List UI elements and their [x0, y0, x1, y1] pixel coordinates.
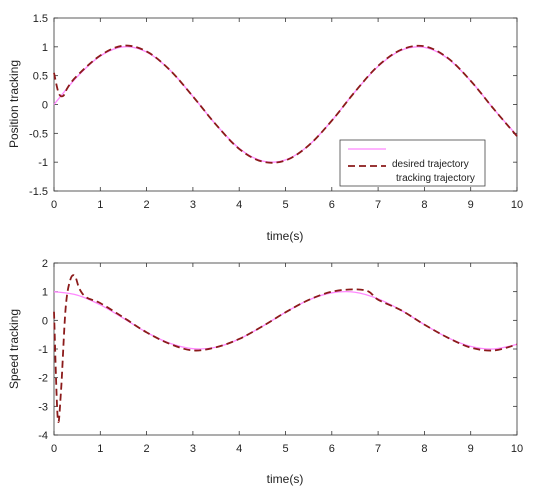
- speed-x-tick-label: 7: [375, 443, 381, 455]
- position-x-tick-label: 5: [282, 199, 288, 211]
- legend-tracking-label: tracking trajectory: [396, 173, 475, 184]
- position-x-tick-label: 7: [375, 199, 381, 211]
- speed-x-tick-label: 10: [511, 443, 523, 455]
- speed-y-tick-label: -1: [38, 344, 48, 356]
- legend-box: [339, 139, 486, 187]
- speed-chart: 0 1 2 3 4 5 6 7 8 9 10 -4 -3 -2 -1 0 1 2 time(s) Speed tr…: [7, 258, 523, 486]
- speed-x-tick-label: 5: [282, 443, 288, 455]
- speed-x-tick-label: 2: [144, 443, 150, 455]
- speed-y-tick-label: -4: [38, 430, 48, 442]
- speed-series: [53, 274, 518, 423]
- position-x-tick-label: 8: [421, 199, 427, 211]
- position-y-tick-label: 0: [42, 100, 48, 112]
- legend: desired trajectory tracking trajectory: [339, 139, 486, 187]
- speed-y-tick-label: 0: [42, 315, 48, 327]
- position-x-tick-label: 9: [468, 199, 474, 211]
- position-series: [53, 44, 518, 164]
- speed-y-axis-label: Speed tracking: [7, 309, 21, 389]
- position-y-axis-label: Position tracking: [7, 60, 21, 148]
- speed-x-tick-label: 3: [190, 443, 196, 455]
- position-chart: 0 1 2 3 4 5 6 7 8 9 10 -1.5 -1 -0.5 0 0.5 1 1.5 time(s) P…: [7, 13, 523, 243]
- position-y-tick-label: 0.5: [33, 71, 48, 83]
- position-y-tick-label: -1.5: [29, 186, 48, 198]
- speed-y-tick-label: -2: [38, 373, 48, 385]
- position-x-tick-label: 0: [51, 199, 57, 211]
- position-x-tick-label: 3: [190, 199, 196, 211]
- speed-x-tick-label: 0: [51, 443, 57, 455]
- speed-ticks: 0 1 2 3 4 5 6 7 8 9 10 -4 -3 -2 -1 0 1 2: [38, 258, 523, 455]
- legend-desired-label: desired trajectory: [392, 159, 469, 170]
- position-y-tick-label: -1: [38, 157, 48, 169]
- speed-x-tick-label: 9: [468, 443, 474, 455]
- position-y-tick-label: 1: [42, 42, 48, 54]
- speed-y-tick-label: -3: [38, 401, 48, 413]
- speed-x-tick-label: 6: [329, 443, 335, 455]
- speed-y-tick-label: 1: [42, 287, 48, 299]
- speed-plot-area: [53, 262, 518, 436]
- position-ticks: 0 1 2 3 4 5 6 7 8 9 10 -1.5 -1 -0.5 0 0.5 1 1.5: [29, 13, 523, 211]
- speed-x-tick-label: 8: [421, 443, 427, 455]
- speed-x-tick-label: 4: [236, 443, 242, 455]
- position-x-tick-label: 10: [511, 199, 523, 211]
- position-x-axis-label: time(s): [267, 229, 304, 243]
- position-y-tick-label: 1.5: [33, 13, 48, 25]
- position-x-tick-label: 1: [97, 199, 103, 211]
- position-x-tick-label: 4: [236, 199, 242, 211]
- speed-x-axis-label: time(s): [267, 472, 304, 486]
- speed-x-tick-label: 1: [97, 443, 103, 455]
- position-y-tick-label: -0.5: [29, 128, 48, 140]
- position-tracking-line: [53, 44, 518, 164]
- position-x-tick-label: 6: [329, 199, 335, 211]
- speed-y-tick-label: 2: [42, 258, 48, 270]
- position-x-tick-label: 2: [144, 199, 150, 211]
- speed-tracking-line: [53, 274, 518, 423]
